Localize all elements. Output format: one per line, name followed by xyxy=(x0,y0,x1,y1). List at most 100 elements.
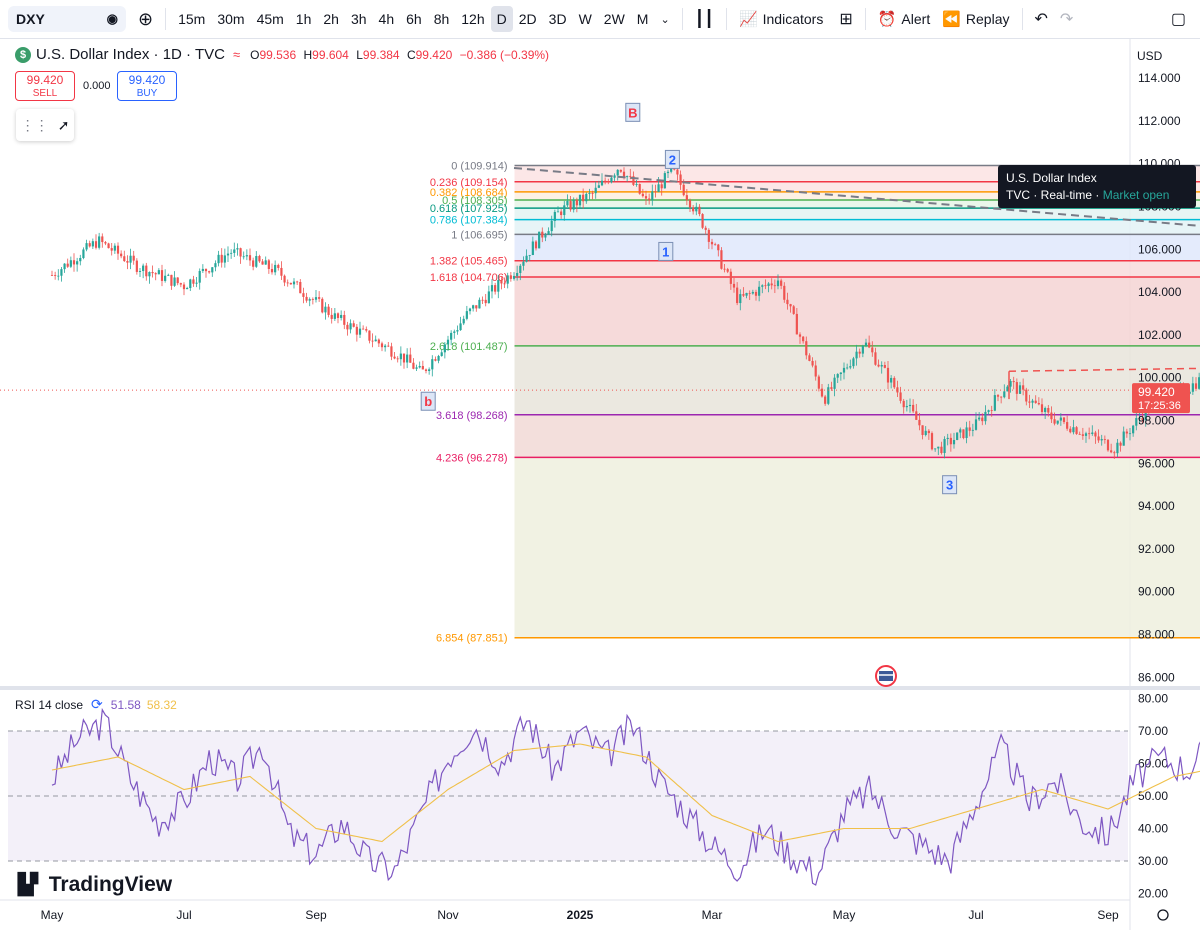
interval-2h[interactable]: 2h xyxy=(323,11,339,27)
rsi-ma-line xyxy=(51,743,1200,843)
price-tick-label: 90.000 xyxy=(1138,585,1175,599)
interval-1h[interactable]: 1h xyxy=(295,11,312,27)
interval-2w[interactable]: 2W xyxy=(603,11,625,27)
fib-band xyxy=(514,260,1200,277)
interval-30m[interactable]: 30m xyxy=(217,11,245,27)
candle-body xyxy=(406,354,409,363)
candle-body xyxy=(899,392,902,401)
candle-body xyxy=(440,352,443,356)
candle-body xyxy=(1091,432,1094,434)
candle-body xyxy=(582,194,585,202)
rsi-title[interactable]: RSI 14 close xyxy=(15,697,84,712)
currency-label[interactable]: USD xyxy=(1137,49,1163,63)
replay-button[interactable]: ⏪ Replay xyxy=(936,6,1015,32)
drag-handle-icon[interactable]: ⋮⋮ xyxy=(20,116,49,133)
candle-body xyxy=(120,253,123,257)
candle-body xyxy=(990,410,993,412)
indicators-button[interactable]: 📈 Indicators xyxy=(733,6,829,32)
candle-body xyxy=(113,245,116,251)
interval-2d[interactable]: 2D xyxy=(518,11,537,27)
fullscreen-icon[interactable]: ▢ xyxy=(1170,11,1186,28)
interval-3d[interactable]: 3D xyxy=(548,11,567,27)
candle-body xyxy=(698,206,701,215)
candle-body xyxy=(993,395,996,411)
buy-button[interactable]: 99.420 BUY xyxy=(117,71,177,101)
candle-body xyxy=(632,176,635,185)
candle-type-icon[interactable]: ┃┃ xyxy=(694,11,714,28)
candle-body xyxy=(616,169,619,176)
candle-body xyxy=(538,231,541,249)
candle-body xyxy=(981,417,984,422)
candle-body xyxy=(886,367,890,383)
compare-add-icon[interactable]: ⊕ xyxy=(138,8,154,29)
candle-body xyxy=(66,263,69,267)
candle-body xyxy=(182,284,186,290)
candle-body xyxy=(572,199,575,210)
rsi-settings-icon[interactable]: ⟳ xyxy=(91,696,103,712)
candle-body xyxy=(1078,433,1081,435)
interval-d[interactable]: D xyxy=(490,6,513,32)
interval-w[interactable]: W xyxy=(578,11,592,27)
candle-body xyxy=(248,255,252,261)
candle-body xyxy=(842,367,846,373)
candle-body xyxy=(126,261,129,263)
alert-button[interactable]: ⏰ Alert xyxy=(872,6,936,32)
candle-body xyxy=(893,377,896,388)
wave-indicator-icon[interactable]: ≈ xyxy=(232,47,241,62)
fib-level-label: 1.618 (104.706) xyxy=(430,272,508,284)
candle-body xyxy=(883,365,886,368)
interval-12h[interactable]: 12h xyxy=(461,11,485,27)
symbol-options-icon[interactable]: ◉ xyxy=(106,11,118,26)
candle-body xyxy=(500,280,503,284)
candle-body xyxy=(525,255,528,262)
tradingview-logo[interactable]: ▙▘ TradingView xyxy=(18,872,172,897)
candle-body xyxy=(651,191,654,201)
candle-body xyxy=(239,248,242,257)
candle-body xyxy=(393,356,396,359)
fib-level-label: 0.618 (107.925) xyxy=(430,203,508,215)
candle-body xyxy=(365,329,368,331)
symbol-search[interactable]: DXY ◉ xyxy=(8,6,126,32)
redo-icon[interactable]: ↷ xyxy=(1059,11,1074,28)
layouts-icon[interactable]: ⊞ xyxy=(839,11,853,28)
candle-body xyxy=(1084,433,1088,436)
candle-body xyxy=(230,252,233,254)
interval-45m[interactable]: 45m xyxy=(256,11,284,27)
legend-title[interactable]: U.S. Dollar Index · 1D · TVC xyxy=(36,46,225,63)
candle-body xyxy=(267,260,270,269)
sell-button[interactable]: 99.420 SELL xyxy=(15,71,75,101)
candle-body xyxy=(896,387,899,393)
candle-body xyxy=(902,400,905,408)
candle-body xyxy=(208,271,211,273)
candle-body xyxy=(541,231,544,238)
interval-m[interactable]: M xyxy=(636,11,649,27)
candle-body xyxy=(1128,433,1132,435)
candle-body xyxy=(390,346,393,357)
spread-value: 0.000 xyxy=(83,80,111,92)
interval-8h[interactable]: 8h xyxy=(433,11,450,27)
wave-label-box xyxy=(658,241,674,261)
candle-body xyxy=(82,249,85,259)
candle-body xyxy=(748,292,751,294)
candle-body xyxy=(173,277,176,286)
candle-body xyxy=(346,324,349,330)
interval-4h[interactable]: 4h xyxy=(378,11,395,27)
candle-body xyxy=(192,279,195,284)
last-price-tag xyxy=(1132,383,1190,414)
candle-body xyxy=(450,332,453,340)
interval-6h[interactable]: 6h xyxy=(406,11,422,27)
undo-icon[interactable]: ↶ xyxy=(1034,11,1048,28)
interval-3h[interactable]: 3h xyxy=(350,11,367,27)
candle-body xyxy=(512,275,516,279)
candle-body xyxy=(776,280,780,287)
cursor-arrow-icon[interactable]: ➚ xyxy=(57,116,70,133)
candle-body xyxy=(340,314,343,318)
candle-body xyxy=(1050,412,1053,420)
interval-15m[interactable]: 15m xyxy=(178,11,206,27)
candle-body xyxy=(516,272,519,276)
candle-body xyxy=(817,376,820,389)
candle-body xyxy=(952,439,956,445)
interval-dropdown-icon[interactable]: ⌄ xyxy=(660,13,670,26)
candle-body xyxy=(380,343,384,348)
